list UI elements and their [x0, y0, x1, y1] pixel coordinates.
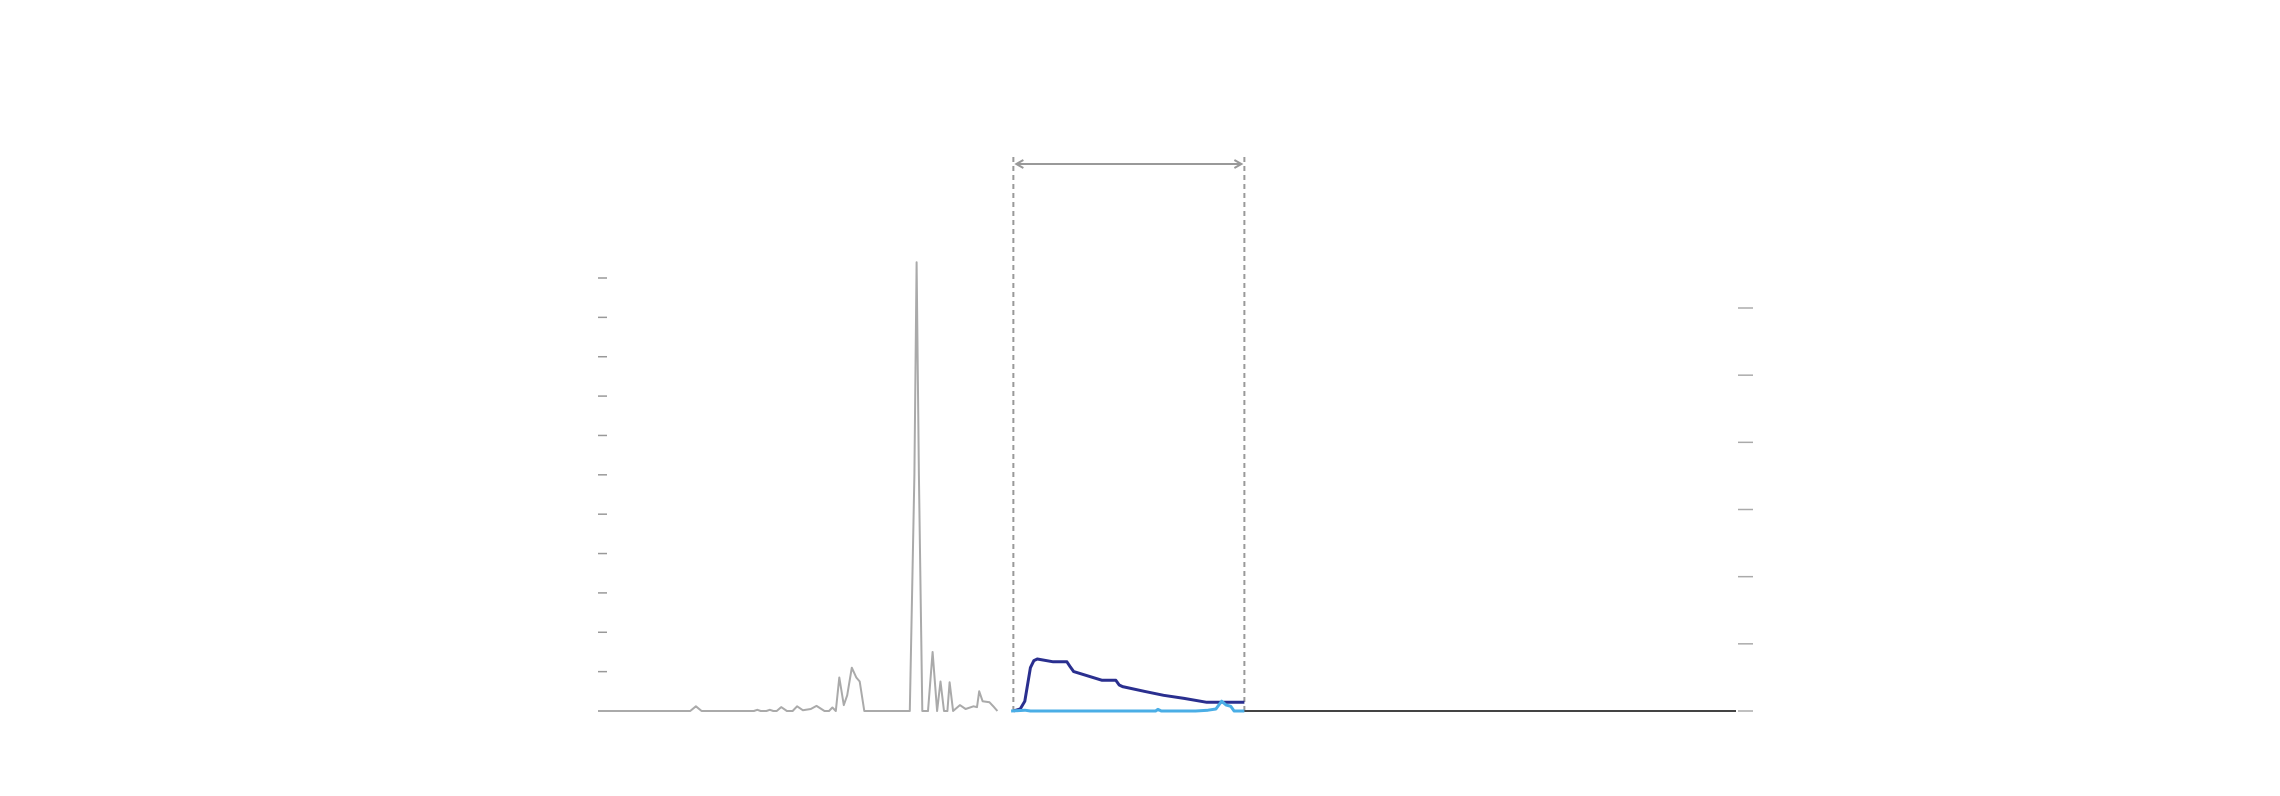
series-line-2: [1012, 657, 1245, 713]
series-lines: [598, 261, 1736, 713]
series-line-3: [1011, 699, 1245, 713]
right-axis-ticks: [1738, 307, 1753, 712]
arrow-head-left-icon: [1014, 159, 1024, 169]
arrow-head-right-icon: [1233, 159, 1244, 169]
series-line-1: [598, 261, 999, 712]
left-axis-ticks: [598, 277, 607, 712]
highlight-region: [1012, 157, 1246, 711]
